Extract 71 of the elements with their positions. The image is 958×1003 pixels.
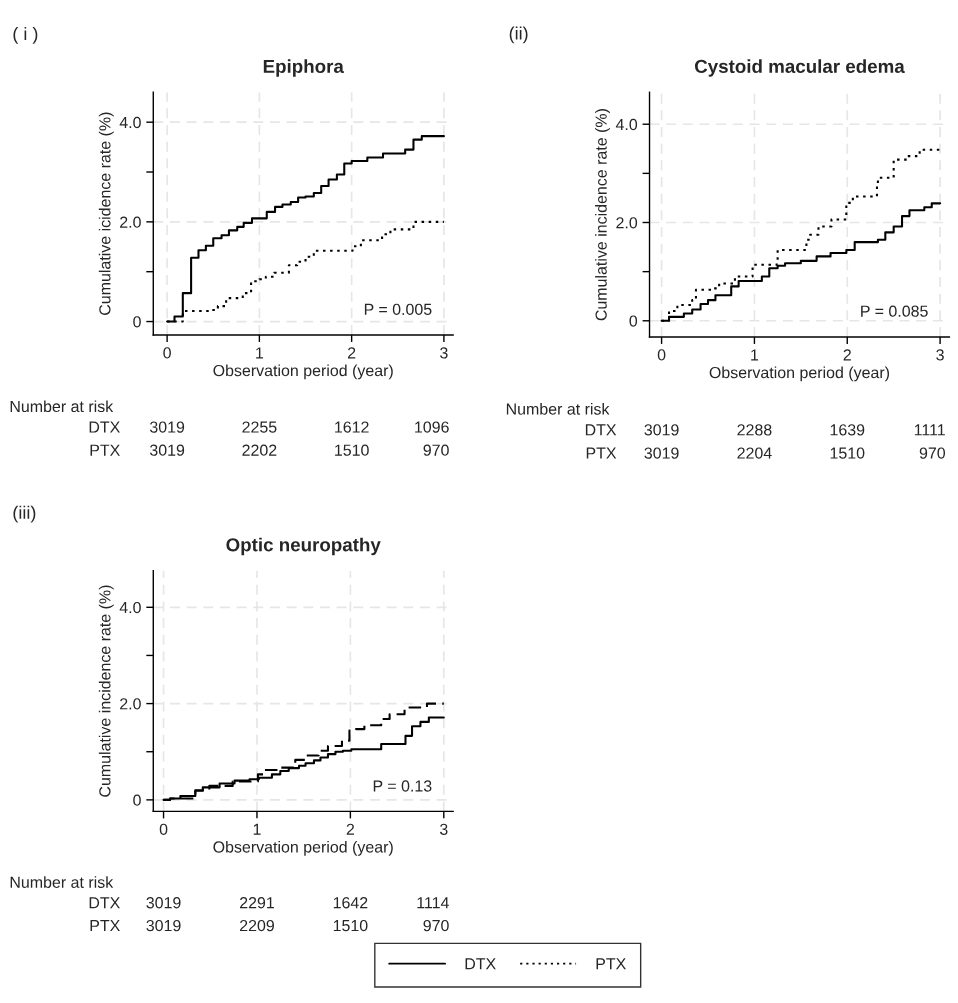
text: 1096 — [415, 421, 449, 433]
text: 1639 — [830, 424, 865, 436]
text: 970 — [423, 444, 449, 456]
text: Number at risk — [506, 402, 610, 415]
text: 2202 — [242, 444, 277, 456]
x-tick-label: 3 — [440, 347, 448, 359]
text: 2291 — [240, 897, 274, 909]
y-tick-label: 4.0 — [119, 601, 141, 614]
text: 970 — [423, 919, 449, 932]
text: 1510 — [333, 919, 368, 932]
y-axis-title: Cumulative icidence rate (%) — [98, 112, 114, 315]
text: 3019 — [146, 897, 181, 909]
x-tick-label: 2 — [843, 349, 851, 361]
annotation: P = 0.13 — [373, 780, 432, 792]
x-tick-label: 3 — [936, 349, 944, 361]
x-tick-label: 3 — [439, 823, 448, 835]
text: DTX — [89, 421, 120, 433]
text: Number at risk — [10, 400, 114, 413]
text: 2255 — [242, 421, 277, 433]
text: 1510 — [335, 444, 369, 456]
text: DTX — [585, 424, 617, 436]
text: PTX — [90, 920, 120, 932]
y-tick-label: 2.0 — [616, 217, 638, 229]
x-tick-label: 0 — [657, 349, 666, 361]
text: 1111 — [914, 424, 945, 436]
text: 3019 — [146, 919, 181, 932]
text: ( i ) — [13, 26, 38, 44]
annotation: P = 0.005 — [364, 303, 432, 316]
text: 1114 — [417, 897, 449, 909]
y-tick-label: 2.0 — [120, 216, 141, 228]
text: 1510 — [830, 447, 865, 459]
text: 3019 — [149, 444, 185, 456]
text: (iii) — [13, 505, 36, 523]
text: 1612 — [335, 421, 369, 433]
y-tick-label: 2.0 — [120, 698, 141, 710]
chart-title: Epiphora — [263, 59, 344, 77]
text: (ii) — [509, 26, 528, 44]
x-tick-label: 2 — [348, 347, 356, 359]
text: 1642 — [333, 897, 368, 909]
chart-title: Optic neuropathy — [226, 537, 381, 556]
text: 3019 — [149, 421, 185, 433]
x-tick-label: 0 — [163, 347, 171, 359]
annotation: P = 0.085 — [861, 305, 928, 317]
x-tick-label: 2 — [346, 823, 355, 835]
x-tick-label: 1 — [253, 823, 261, 835]
y-tick-label: 4.0 — [615, 118, 638, 131]
y-axis-title: Cumulative incidence rate (%) — [98, 585, 114, 797]
x-axis-title: Observation period (year) — [213, 840, 393, 856]
text: 2204 — [737, 447, 772, 459]
y-tick-label: 0 — [133, 316, 141, 328]
text: DTX — [89, 897, 120, 909]
text: 2209 — [240, 919, 274, 932]
y-axis-title: Cumulative incidence rate (%) — [595, 109, 610, 321]
text: 970 — [919, 447, 946, 459]
text: PTX — [90, 444, 120, 456]
y-tick-label: 0 — [133, 794, 141, 806]
text: Number at risk — [10, 876, 114, 888]
y-tick-label: 0 — [629, 315, 638, 327]
legend-label: PTX — [596, 958, 626, 970]
x-tick-label: 1 — [256, 347, 264, 359]
legend-label: DTX — [465, 958, 496, 970]
x-axis-title: Observation period (year) — [709, 366, 890, 382]
x-tick-label: 0 — [159, 823, 168, 835]
text: 3019 — [644, 424, 679, 436]
chart-title: Cystoid macular edema — [694, 59, 905, 77]
x-tick-label: 1 — [751, 349, 759, 361]
text: 2288 — [737, 424, 772, 436]
text: 3019 — [644, 447, 679, 459]
x-axis-title: Observation period (year) — [213, 364, 393, 380]
text: PTX — [586, 447, 617, 459]
y-tick-label: 4.0 — [119, 116, 141, 129]
